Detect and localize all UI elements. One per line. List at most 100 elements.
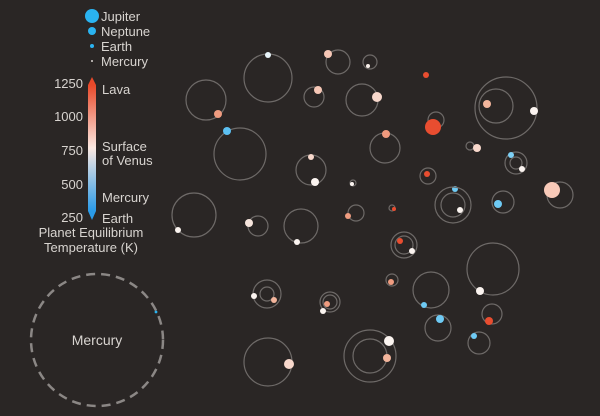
scale-gradient-bar — [88, 85, 96, 211]
planet-systems — [171, 49, 574, 387]
size-legend-dot-mercury — [91, 60, 93, 62]
orbit-ring-34 — [259, 286, 275, 302]
planet-dot-20 — [457, 207, 463, 213]
orbit-ring-40 — [343, 329, 397, 383]
planet-dot-28 — [397, 238, 403, 244]
orbit-ring-41 — [352, 338, 388, 374]
orbit-ring-29 — [390, 231, 418, 259]
scale-tick-750: 750 — [61, 143, 83, 158]
planet-dot-24 — [345, 213, 351, 219]
orbit-ring-33 — [252, 279, 282, 309]
planet-dot-36 — [320, 308, 326, 314]
planet-dot-10 — [223, 127, 231, 135]
orbit-ring-35 — [319, 291, 341, 313]
orbit-ring-24 — [347, 204, 365, 222]
orbit-ring-37 — [481, 303, 503, 325]
scale-marker-venus-line1: Surface — [102, 139, 147, 154]
scale-arrow-down — [88, 211, 96, 220]
mercury-reference-orbit-ring — [29, 272, 165, 408]
size-legend-label-jupiter: Jupiter — [101, 9, 141, 24]
scale-marker-lava: Lava — [102, 82, 131, 97]
orbit-ring-8 — [474, 76, 538, 140]
planet-dot-27 — [294, 239, 300, 245]
temperature-color-scale: 1250 1000 750 500 250 Lava Surface of Ve… — [39, 76, 153, 255]
size-legend-label-earth: Earth — [101, 39, 132, 54]
orbit-ring-38 — [424, 314, 452, 342]
planet-dot-14 — [508, 152, 514, 158]
planet-dot-8 — [530, 107, 538, 115]
size-legend-dot-neptune — [88, 27, 96, 35]
planet-dot-12 — [473, 144, 481, 152]
size-legend-label-neptune: Neptune — [101, 24, 150, 39]
planet-dot-41 — [383, 354, 391, 362]
planet-dot-9 — [425, 119, 441, 135]
planet-dot-29 — [409, 248, 415, 254]
planet-dot-16 — [424, 171, 430, 177]
orbit-ring-5 — [303, 86, 325, 108]
planet-dot-42 — [284, 359, 294, 369]
orbit-ring-10 — [213, 127, 267, 181]
orbit-ring-36 — [322, 294, 338, 310]
planet-dot-3 — [423, 72, 429, 78]
planet-dot-39 — [471, 333, 477, 339]
scale-arrow-up — [88, 77, 96, 85]
planet-dot-26 — [245, 219, 253, 227]
orbit-ring-7 — [478, 88, 514, 124]
orbit-ring-31 — [385, 273, 399, 287]
orbit-ring-4 — [185, 79, 227, 121]
planet-dot-17 — [311, 178, 319, 186]
orbit-ring-23 — [171, 192, 217, 238]
planet-dot-2 — [366, 64, 370, 68]
orbit-ring-39 — [467, 331, 491, 355]
planet-dot-23 — [175, 227, 181, 233]
planet-dot-13 — [308, 154, 314, 160]
planet-dot-15 — [519, 166, 525, 172]
planet-dot-35 — [324, 301, 330, 307]
scale-tick-1000: 1000 — [54, 109, 83, 124]
scale-tick-500: 500 — [61, 177, 83, 192]
orbit-ring-32 — [412, 271, 450, 309]
orbit-ring-1 — [325, 49, 351, 75]
planet-dot-18 — [350, 182, 354, 186]
planet-dot-30 — [476, 287, 484, 295]
mercury-reference-planet — [154, 310, 158, 314]
planet-dot-34 — [271, 297, 277, 303]
planet-dot-40 — [384, 336, 394, 346]
scale-marker-venus-line2: of Venus — [102, 153, 153, 168]
orbit-ring-16 — [419, 167, 437, 185]
planet-dot-25 — [392, 207, 396, 211]
planet-dot-1 — [324, 50, 332, 58]
scale-title-line1: Planet Equilibrium — [39, 225, 144, 240]
orbit-ring-0 — [243, 53, 293, 103]
planet-dot-11 — [382, 130, 390, 138]
scale-tick-250: 250 — [61, 210, 83, 225]
planet-dot-22 — [544, 182, 560, 198]
planet-dot-32 — [421, 302, 427, 308]
orbit-ring-30 — [466, 242, 520, 296]
planet-dot-33 — [251, 293, 257, 299]
orbit-ring-21 — [491, 190, 515, 214]
orbit-ring-19 — [440, 192, 466, 218]
size-legend: Jupiter Neptune Earth Mercury — [85, 9, 150, 69]
orbit-ring-15 — [509, 156, 523, 170]
orbit-ring-12 — [465, 141, 475, 151]
scale-marker-earth: Earth — [102, 211, 133, 226]
planet-dot-4 — [214, 110, 222, 118]
planet-dot-7 — [483, 100, 491, 108]
mercury-reference-label: Mercury — [72, 332, 123, 348]
scale-title-line2: Temperature (K) — [44, 240, 138, 255]
orbit-ring-2 — [362, 54, 378, 70]
planet-dot-0 — [265, 52, 271, 58]
size-legend-dot-jupiter — [85, 9, 99, 23]
orbit-ring-20 — [434, 186, 472, 224]
orbit-ring-14 — [504, 151, 528, 175]
planet-dot-37 — [485, 317, 493, 325]
size-legend-dot-earth — [90, 44, 94, 48]
orbit-ring-18 — [349, 179, 357, 187]
mercury-reference-orbit: Mercury — [29, 272, 165, 408]
planet-dot-38 — [436, 315, 444, 323]
size-legend-label-mercury: Mercury — [101, 54, 148, 69]
scale-tick-1250: 1250 — [54, 76, 83, 91]
